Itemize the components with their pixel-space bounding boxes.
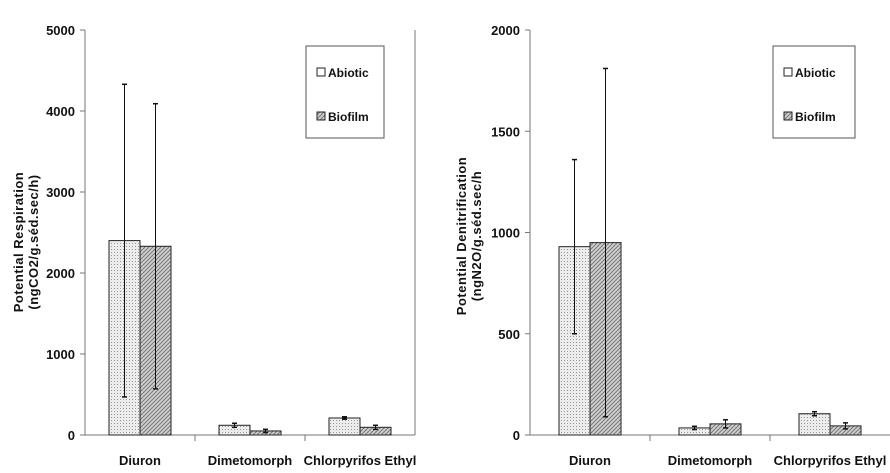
respiration-legend-label-biofilm: Biofilm: [328, 110, 369, 124]
denitrification-y-tick-label: 1500: [491, 124, 520, 139]
respiration-error-bar-biofilm: [153, 102, 158, 390]
denitrification-legend-label-abiotic: Abiotic: [795, 66, 836, 80]
denitrification-legend-label-biofilm: Biofilm: [795, 110, 836, 124]
denitrification-error-bar-abiotic: [692, 425, 697, 431]
denitrification-legend-swatch-biofilm: [783, 111, 793, 121]
denitrification-x-tick-label: Chlorpyrifos Ethyl: [774, 453, 887, 468]
respiration-error-bar-abiotic: [342, 416, 347, 420]
respiration-chart: 0 1000 2000 3000 4000 5000 Diuron Dimetomorph Ch…: [11, 23, 416, 468]
denitrification-x-tick-label: Diuron: [569, 453, 611, 468]
respiration-plot-area: 0 1000 2000 3000 4000 5000 Diuron Dimetomorph Ch…: [46, 23, 416, 468]
denitrification-x-tick-label: Dimetomorph: [668, 453, 753, 468]
respiration-y-tick-label: 1000: [46, 347, 75, 362]
respiration-legend-swatch-biofilm: [316, 111, 326, 121]
respiration-y-tick-label: 2000: [46, 266, 75, 281]
respiration-y-axis-label-line1: Potential Respiration: [11, 172, 26, 313]
denitrification-error-bar-abiotic: [572, 158, 577, 335]
respiration-error-bar-biofilm: [263, 428, 268, 434]
denitrification-y-tick-label: 500: [498, 327, 520, 342]
respiration-y-tick-label: 5000: [46, 23, 75, 38]
respiration-legend: Abiotic Biofilm: [305, 45, 385, 139]
respiration-x-tick-label: Diuron: [119, 453, 161, 468]
denitrification-error-bar-biofilm: [843, 422, 848, 430]
denitrification-y-axis-label-line1: Potential Denitrification: [454, 157, 469, 315]
denitrification-y-tick-label: 2000: [491, 23, 520, 38]
denitrification-legend: Abiotic Biofilm: [772, 45, 856, 139]
respiration-error-bar-abiotic: [122, 83, 127, 398]
denitrification-error-bar-biofilm: [723, 419, 728, 429]
respiration-y-tick-label: 3000: [46, 185, 75, 200]
denitrification-chart: 0 500 1000 1500 2000 Diuron Dimetomorph Chlorpy…: [454, 23, 890, 468]
respiration-error-bar-biofilm: [373, 424, 378, 431]
denitrification-y-tick-label: 1000: [491, 226, 520, 241]
respiration-error-bar-abiotic: [232, 422, 237, 429]
respiration-y-tick-label: 0: [68, 428, 75, 443]
respiration-y-axis-label-line2: (ngCO2/g.séd.sec/h): [26, 174, 41, 309]
denitrification-y-tick-label: 0: [513, 428, 520, 443]
respiration-legend-label-abiotic: Abiotic: [328, 66, 369, 80]
denitrification-legend-swatch-abiotic: [783, 67, 793, 77]
denitrification-error-bar-abiotic: [812, 410, 817, 417]
respiration-x-tick-label: Chlorpyrifos Ethyl: [304, 453, 417, 468]
respiration-x-tick-label: Dimetomorph: [208, 453, 293, 468]
denitrification-error-bar-biofilm: [603, 67, 608, 418]
denitrification-bar-abiotic: [798, 413, 831, 436]
denitrification-y-axis-label-line2: (ngN2O/g.séd.sec/h: [469, 171, 484, 301]
respiration-legend-swatch-abiotic: [316, 67, 326, 77]
denitrification-plot-area: 0 500 1000 1500 2000 Diuron Dimetomorph Chlorpy…: [491, 23, 890, 468]
respiration-bar-abiotic: [328, 417, 361, 436]
respiration-y-tick-label: 4000: [46, 104, 75, 119]
